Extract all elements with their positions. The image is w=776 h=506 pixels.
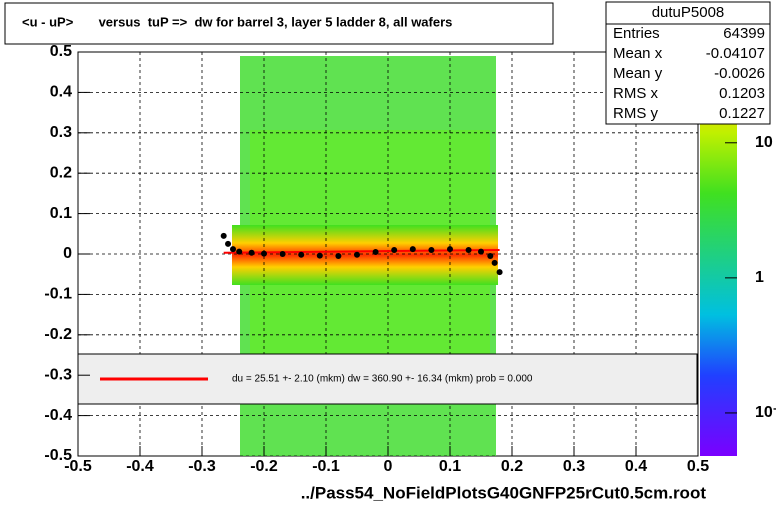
profile-point bbox=[335, 253, 342, 260]
stats-label: Mean x bbox=[613, 45, 663, 62]
profile-point bbox=[298, 251, 305, 258]
x-tick-label: -0.1 bbox=[312, 458, 340, 475]
x-axis-label: ../Pass54_NoFieldPlotsG40GNFP25rCut0.5cm… bbox=[301, 483, 707, 502]
y-tick-label: -0.4 bbox=[44, 407, 72, 424]
profile-point bbox=[447, 246, 453, 253]
x-tick-label: 0.5 bbox=[687, 458, 709, 475]
y-tick-label: 0.4 bbox=[50, 84, 72, 101]
fit-legend-text: du = 25.51 +- 2.10 (mkm) dw = 360.90 +- … bbox=[232, 374, 533, 385]
profile-point bbox=[409, 246, 416, 253]
stats-value: 0.1227 bbox=[719, 105, 765, 122]
y-tick-label: 0 bbox=[63, 245, 72, 262]
stats-label: Mean y bbox=[613, 65, 663, 82]
y-tick-label: 0.2 bbox=[50, 164, 72, 181]
profile-point bbox=[487, 253, 494, 260]
stats-value: -0.0026 bbox=[714, 65, 765, 82]
profile-point bbox=[236, 248, 243, 255]
stats-label: RMS x bbox=[613, 85, 659, 102]
profile-point bbox=[220, 232, 227, 239]
x-tick-label: -0.3 bbox=[188, 458, 216, 475]
stats-value: -0.04107 bbox=[706, 45, 765, 62]
stats-box bbox=[605, 1, 771, 125]
density-core bbox=[232, 225, 498, 285]
x-tick-label: 0.3 bbox=[563, 458, 585, 475]
x-tick-label: -0.4 bbox=[126, 458, 154, 475]
profile-point bbox=[372, 248, 379, 255]
y-tick-label: -0.2 bbox=[44, 326, 72, 343]
profile-point bbox=[261, 250, 267, 257]
y-tick-label: 0.1 bbox=[50, 205, 72, 222]
stats-value: 0.1203 bbox=[719, 85, 765, 102]
x-tick-label: -0.5 bbox=[64, 458, 92, 475]
profile-point bbox=[391, 246, 398, 253]
y-tick-label: -0.3 bbox=[44, 366, 72, 383]
x-tick-label: 0.2 bbox=[501, 458, 523, 475]
x-tick-label: 0 bbox=[384, 458, 393, 475]
profile-point bbox=[491, 259, 498, 266]
z-tick-label: 10 bbox=[755, 134, 773, 151]
profile-point bbox=[225, 240, 232, 247]
x-tick-label: 0.1 bbox=[439, 458, 461, 475]
y-tick-label: 0.3 bbox=[50, 124, 72, 141]
chart-title: <u - uP> versus tuP => dw for barrel 3, … bbox=[22, 14, 452, 29]
profile-point bbox=[478, 248, 484, 255]
profile-point bbox=[465, 246, 472, 253]
z-tick-label: 10⁻¹ bbox=[755, 404, 776, 421]
profile-point bbox=[316, 252, 323, 259]
profile-point bbox=[230, 246, 236, 253]
y-tick-label: -0.1 bbox=[44, 286, 72, 303]
y-tick-label: 0.5 bbox=[50, 43, 72, 60]
fit-line bbox=[223, 248, 500, 254]
stats-label: RMS y bbox=[613, 105, 659, 122]
z-tick-label: 1 bbox=[755, 269, 764, 286]
y-tick-label: -0.5 bbox=[44, 447, 72, 464]
title-box bbox=[4, 2, 554, 45]
profile-point bbox=[354, 251, 360, 258]
profile-point bbox=[428, 246, 435, 253]
profile-point bbox=[496, 269, 503, 276]
stats-label: Entries bbox=[613, 25, 660, 42]
profile-point bbox=[279, 251, 286, 257]
stats-value: 64399 bbox=[723, 25, 765, 42]
profile-point bbox=[248, 249, 255, 256]
x-tick-label: -0.2 bbox=[250, 458, 278, 475]
x-tick-label: 0.4 bbox=[625, 458, 647, 475]
stats-title: dutuP5008 bbox=[652, 4, 725, 21]
